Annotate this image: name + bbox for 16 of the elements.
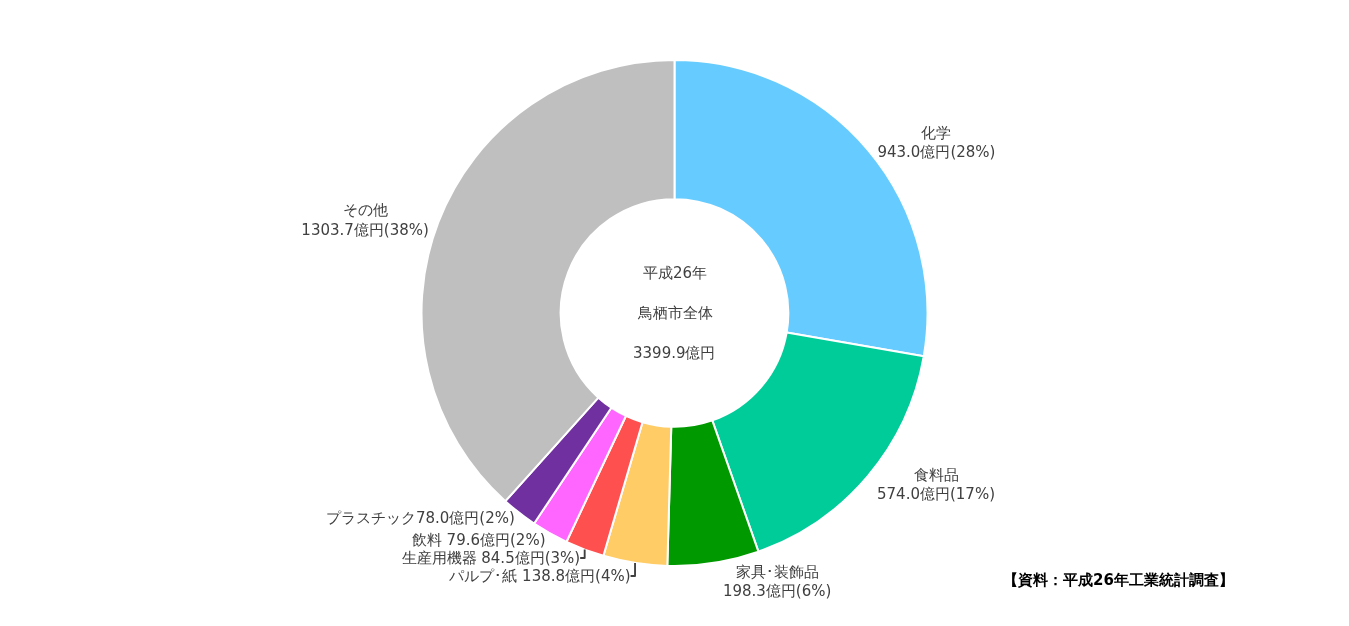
text: 3399.9億円 bbox=[633, 344, 716, 362]
text: 鳥栖市全体 bbox=[637, 304, 713, 322]
slice-label: その他 bbox=[342, 201, 388, 220]
slice-label: プラスチック78.0億円(2%) bbox=[325, 509, 515, 528]
slice-label: 化学 bbox=[921, 123, 952, 142]
text: 平成26年 bbox=[643, 264, 708, 282]
data-label: 1303.7億円(38%) bbox=[301, 220, 429, 239]
data-label: 943.0億円(28%) bbox=[877, 143, 996, 162]
data-label: 198.3億円(6%) bbox=[722, 582, 832, 601]
text: 【資料：平成26年工業統計調査】 bbox=[1003, 571, 1234, 589]
slice-label: 飲料 79.6億円(2%) bbox=[411, 531, 546, 550]
slice-label: 家具･装飾品 bbox=[735, 562, 819, 581]
slice-label: 生産用機器 84.5億円(3%) bbox=[401, 549, 581, 568]
slice-label: パルプ･紙 138.8億円(4%) bbox=[448, 567, 631, 586]
data-label: 574.0億円(17%) bbox=[877, 485, 995, 504]
slice-label: 食料品 bbox=[913, 465, 959, 484]
